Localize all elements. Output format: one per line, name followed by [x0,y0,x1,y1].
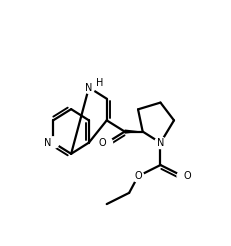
Text: O: O [98,138,105,148]
Text: O: O [134,171,141,181]
Text: H: H [95,78,103,88]
Circle shape [176,170,188,182]
Text: N: N [85,83,92,93]
Circle shape [154,137,166,149]
Text: N: N [156,138,164,148]
Circle shape [83,82,94,93]
Circle shape [47,137,59,148]
Circle shape [132,170,143,182]
Polygon shape [124,129,142,134]
Text: O: O [182,171,190,181]
Text: N: N [44,138,51,148]
Circle shape [100,137,112,149]
